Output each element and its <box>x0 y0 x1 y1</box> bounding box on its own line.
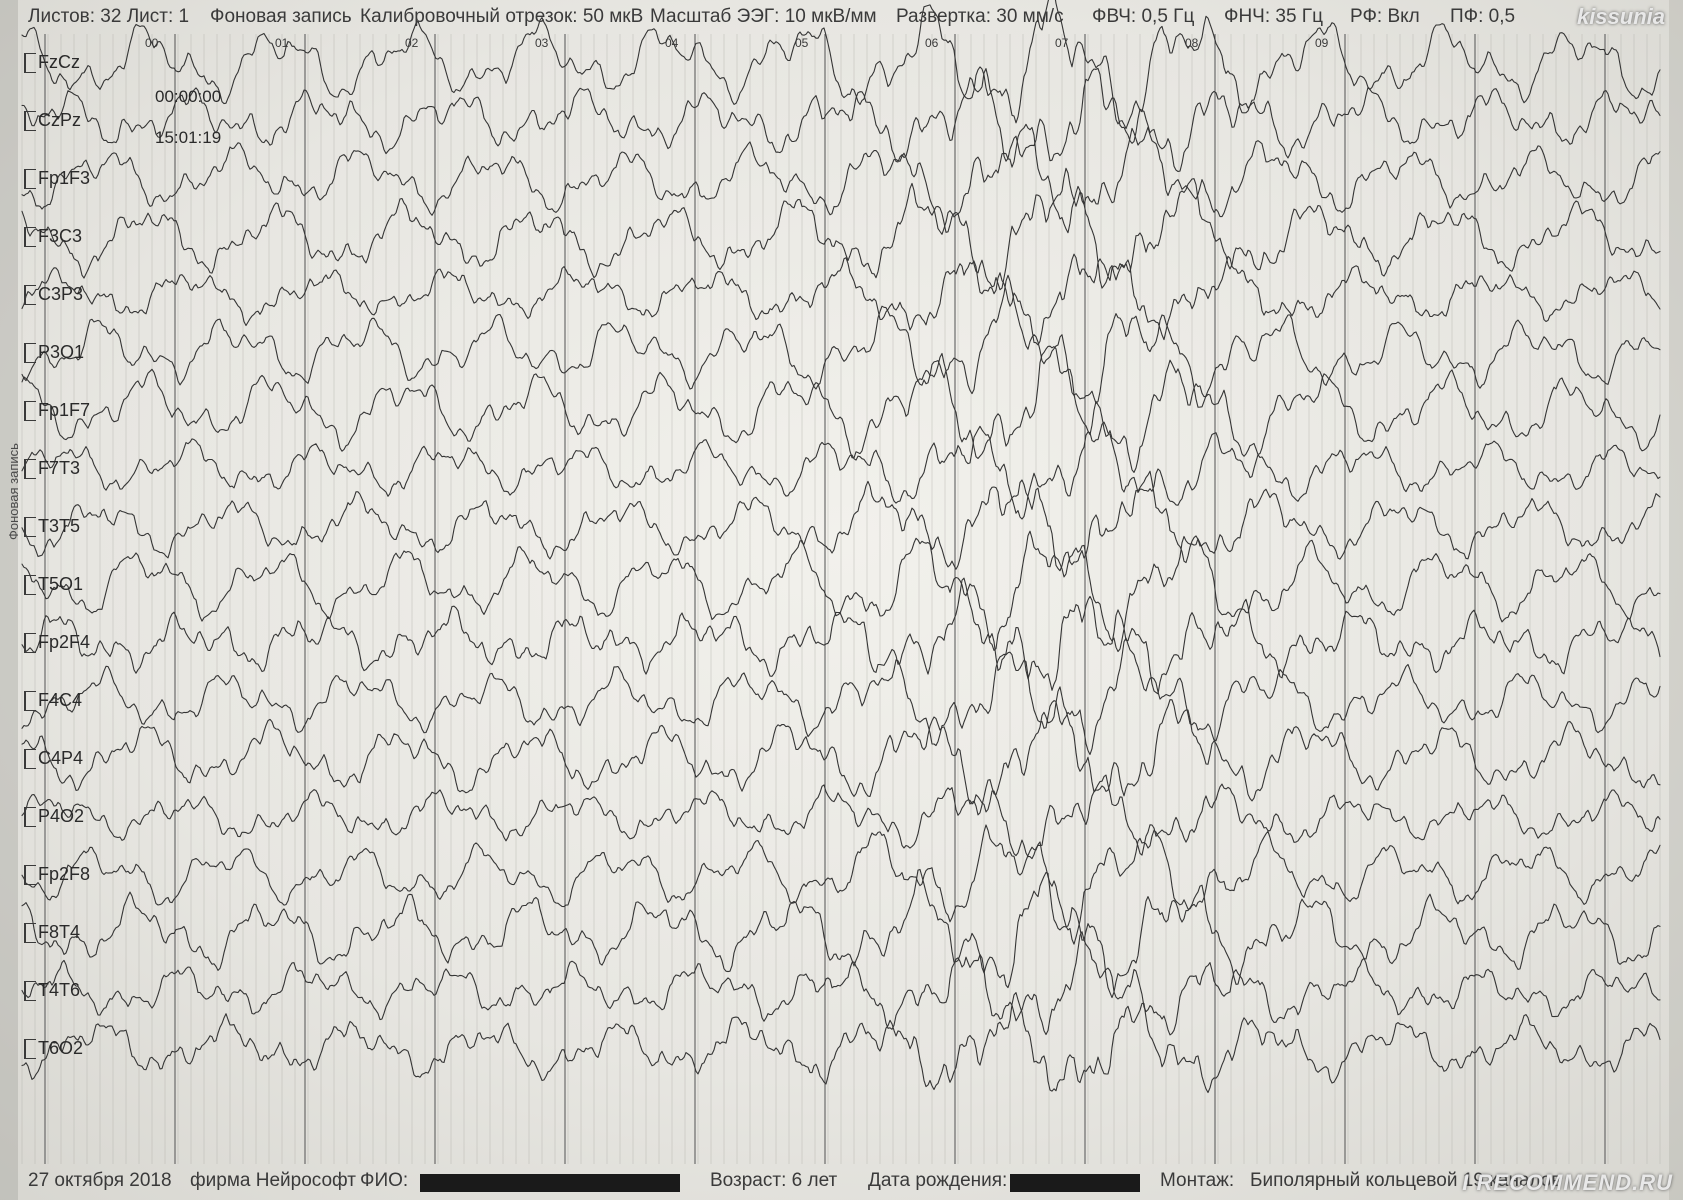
channel-tick <box>24 981 36 1001</box>
second-marker-label: 06 <box>925 36 938 50</box>
channel-label: FzCz <box>38 52 80 73</box>
channel-tick <box>24 575 36 595</box>
footer-bar: 27 октября 2018 фирма НейрософтФИО: Возрас… <box>0 1166 1683 1200</box>
channel-tick <box>24 53 36 73</box>
channel-tick <box>24 343 36 363</box>
second-marker-label: 03 <box>535 36 548 50</box>
channel-tick <box>24 169 36 189</box>
channel-label: F8T4 <box>38 922 80 943</box>
channel-label: F4C4 <box>38 690 82 711</box>
redaction-bar <box>1010 1174 1140 1192</box>
footer-field: Монтаж: <box>1160 1170 1234 1192</box>
header-field: Фоновая запись <box>210 6 352 28</box>
header-field: Развертка: 30 мм/с <box>896 6 1064 28</box>
timestamp-label: 15:01:19 <box>155 128 221 148</box>
channel-tick <box>24 227 36 247</box>
channel-tick <box>24 459 36 479</box>
second-marker-label: 00 <box>145 36 158 50</box>
channel-tick <box>24 111 36 131</box>
channel-tick <box>24 749 36 769</box>
eeg-grid-and-traces <box>0 0 1683 1200</box>
header-field: ФВЧ: 0,5 Гц <box>1092 6 1194 28</box>
header-field: ПФ: 0,5 <box>1450 6 1515 28</box>
channel-tick <box>24 633 36 653</box>
footer-field: Возраст: 6 лет <box>710 1170 837 1192</box>
footer-field: фирма Нейрософт <box>190 1170 356 1192</box>
channel-tick <box>24 1039 36 1059</box>
watermark-bottom: I RECOMMEND.RU <box>1462 1170 1673 1196</box>
footer-field: ФИО: <box>360 1170 408 1192</box>
channel-label: Fp2F4 <box>38 632 90 653</box>
channel-label: F7T3 <box>38 458 80 479</box>
channel-tick <box>24 923 36 943</box>
channel-label: T3T5 <box>38 516 80 537</box>
header-field: ФНЧ: 35 Гц <box>1224 6 1323 28</box>
channel-label: Fp1F3 <box>38 168 90 189</box>
channel-tick <box>24 691 36 711</box>
redaction-bar <box>420 1174 680 1192</box>
second-marker-label: 08 <box>1185 36 1198 50</box>
channel-label: T4T6 <box>38 980 80 1001</box>
channel-tick <box>24 517 36 537</box>
channel-tick <box>24 865 36 885</box>
channel-label: F3C3 <box>38 226 82 247</box>
channel-tick <box>24 807 36 827</box>
header-field: РФ: Вкл <box>1350 6 1420 28</box>
second-marker-label: 04 <box>665 36 678 50</box>
channel-tick <box>24 401 36 421</box>
header-field: Масштаб ЭЭГ: 10 мкВ/мм <box>650 6 877 28</box>
second-marker-label: 07 <box>1055 36 1068 50</box>
channel-label: T6O2 <box>38 1038 83 1059</box>
channel-label: T5O1 <box>38 574 83 595</box>
channel-label: P4O2 <box>38 806 84 827</box>
eeg-page: Листов: 32 Лист: 1 Фоновая запись Калибров… <box>0 0 1683 1200</box>
footer-field: 27 октября 2018 <box>28 1170 172 1192</box>
channel-label: C4P4 <box>38 748 83 769</box>
header-field: Калибровочный отрезок: 50 мкВ <box>360 6 643 28</box>
second-marker-label: 05 <box>795 36 808 50</box>
side-vertical-label: Фоновая запись <box>6 443 21 540</box>
footer-field: Дата рождения: <box>868 1170 1007 1192</box>
channel-tick <box>24 285 36 305</box>
timestamp-label: 00:00:00 <box>155 87 221 107</box>
second-marker-label: 09 <box>1315 36 1328 50</box>
header-bar: Листов: 32 Лист: 1 Фоновая запись Калибров… <box>0 0 1683 32</box>
second-marker-label: 02 <box>405 36 418 50</box>
second-marker-label: 01 <box>275 36 288 50</box>
channel-label: CzPz <box>38 110 81 131</box>
channel-label: Fp2F8 <box>38 864 90 885</box>
channel-label: C3P3 <box>38 284 83 305</box>
header-field: Листов: 32 Лист: 1 <box>28 6 189 28</box>
watermark-top: kissunia <box>1577 4 1665 30</box>
channel-label: P3O1 <box>38 342 84 363</box>
channel-label: Fp1F7 <box>38 400 90 421</box>
